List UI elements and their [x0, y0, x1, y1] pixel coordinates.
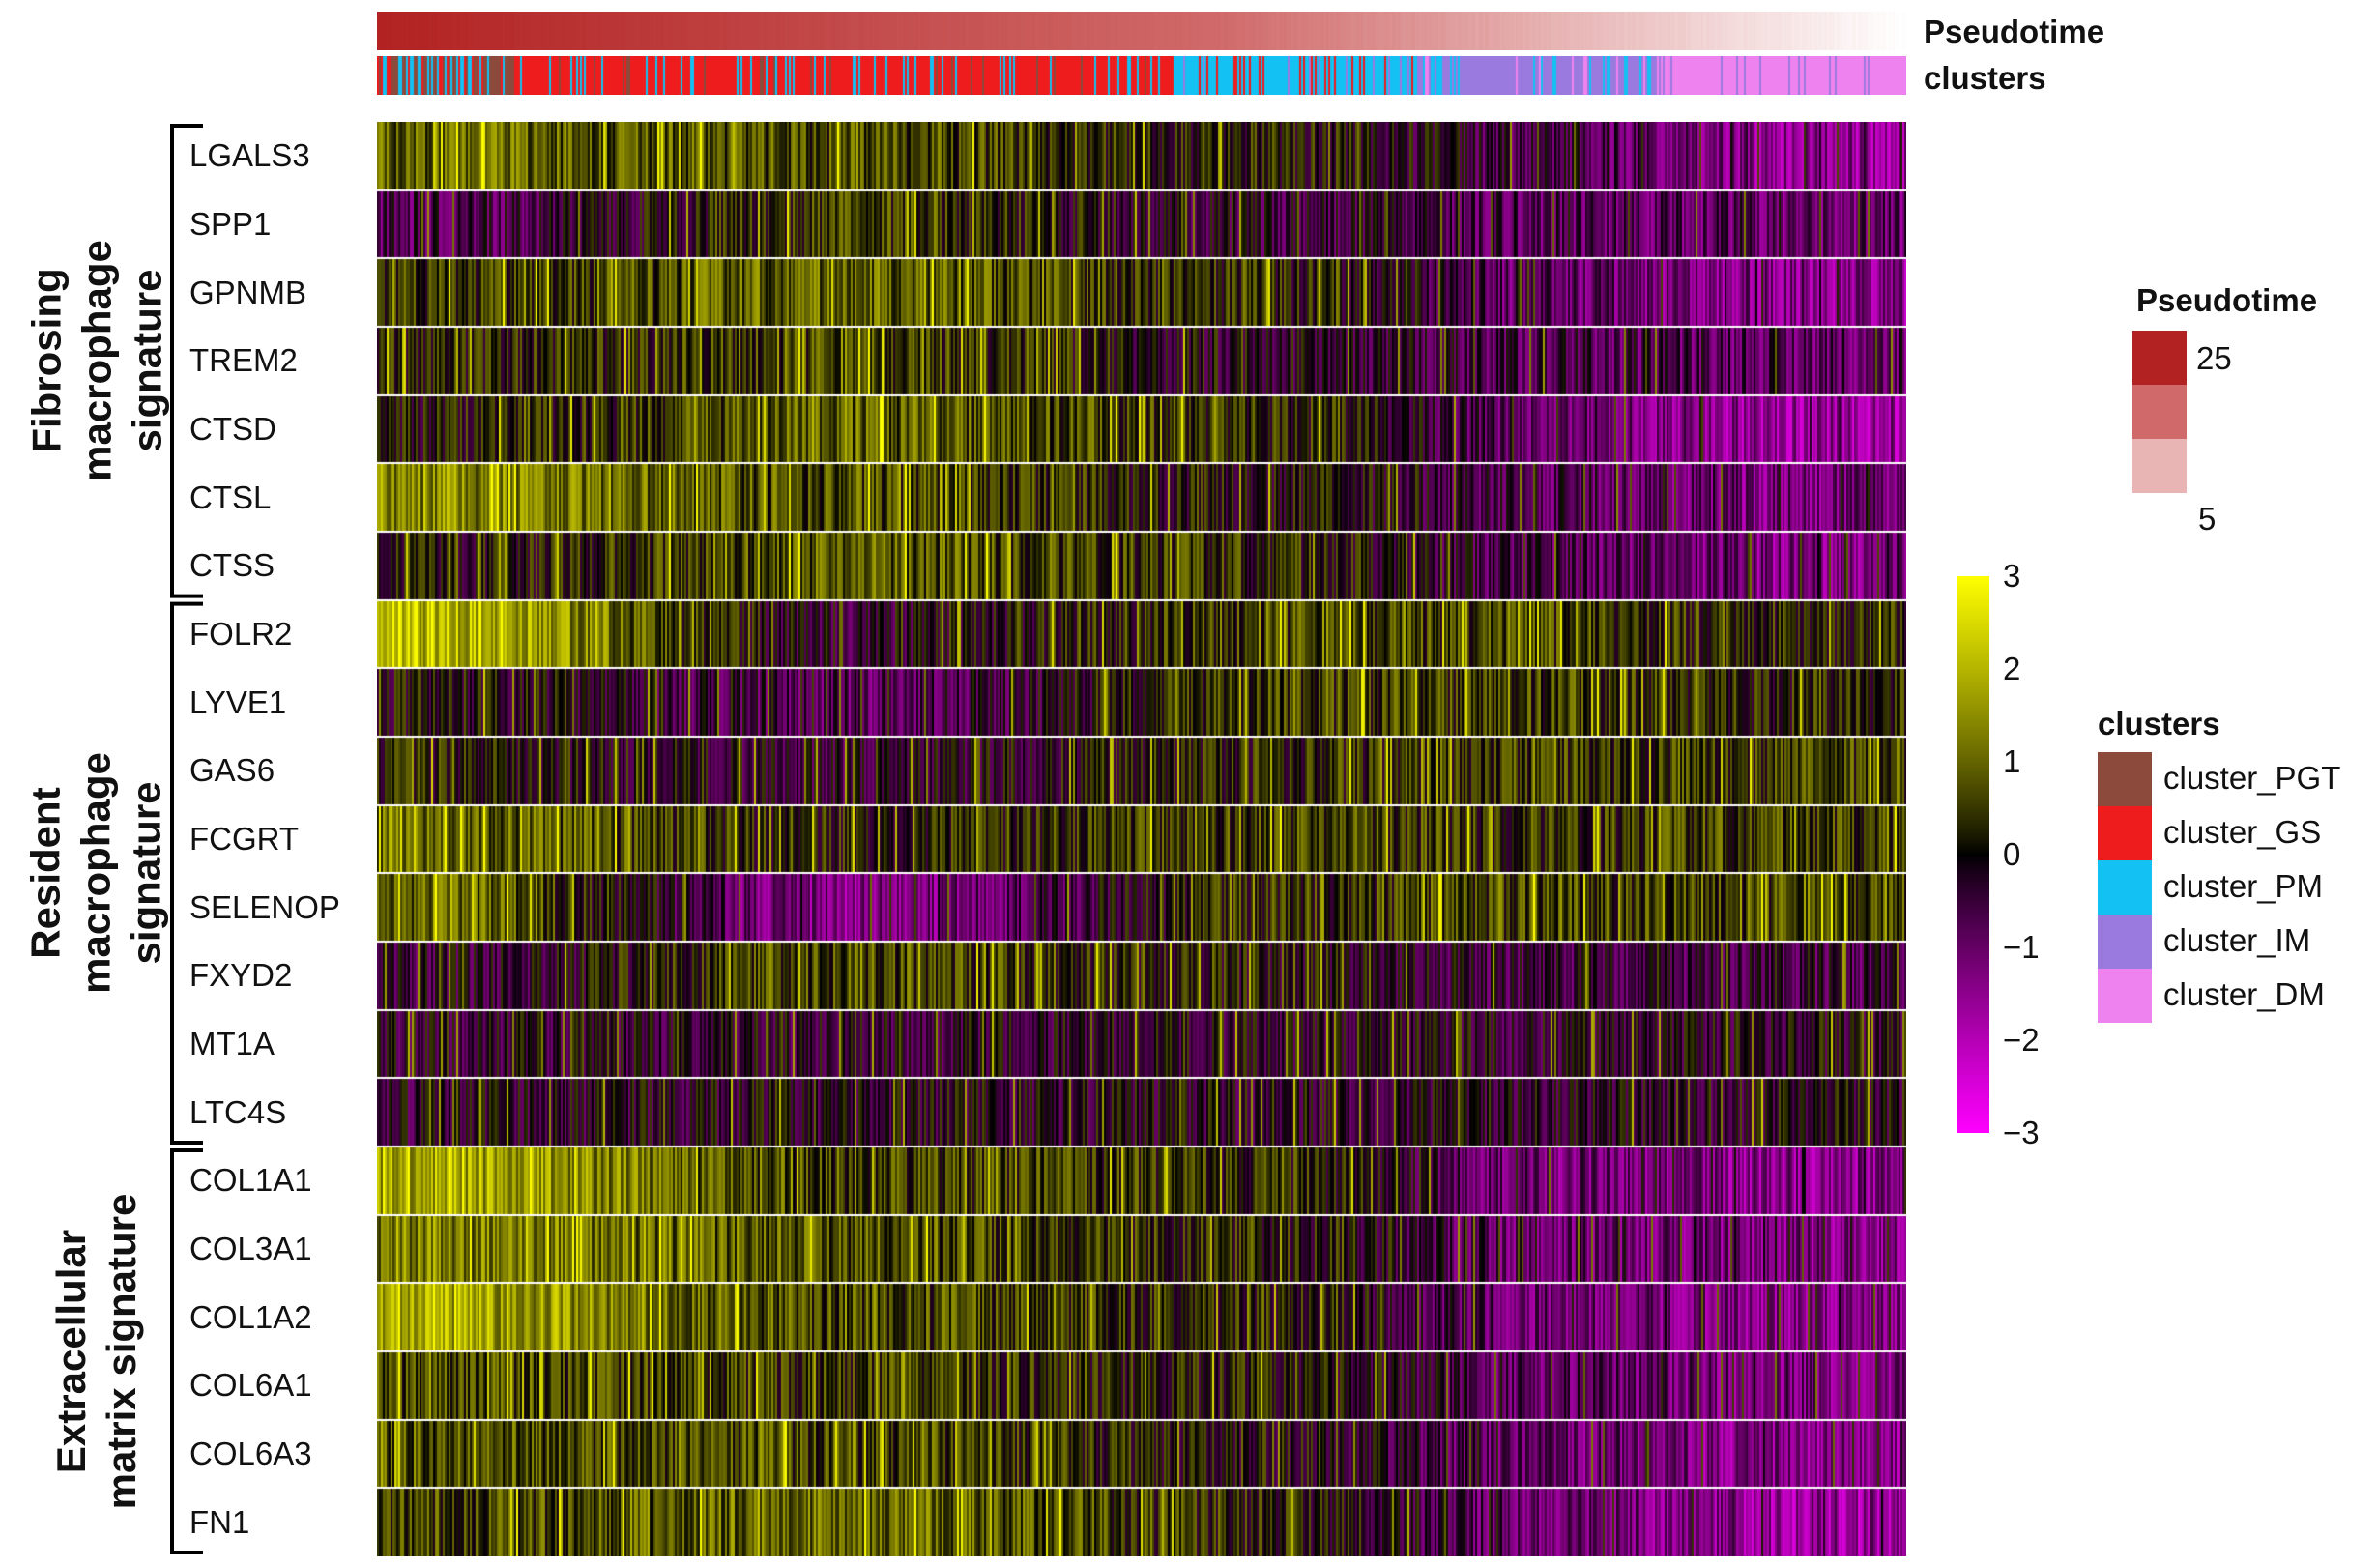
- clusters-legend-title: clusters: [2098, 706, 2220, 741]
- group-bracket-3: [170, 1148, 203, 1554]
- cluster-swatch-cluster-gs: [2098, 806, 2152, 860]
- colorbar-tick-label: 3: [2003, 558, 2021, 594]
- group-bracket-2: [170, 601, 203, 1145]
- group-title-3: Extracellular matrix signature: [48, 1193, 144, 1510]
- gene-label-col6a3: COL6A3: [189, 1436, 312, 1471]
- cluster-legend-label: cluster_PGT: [2163, 760, 2341, 796]
- gene-label-lyve1: LYVE1: [189, 683, 287, 720]
- gene-label-lgals3: LGALS3: [189, 137, 310, 174]
- gene-label-ctsd: CTSD: [189, 411, 276, 447]
- clusters-annotation-bar: [377, 56, 1906, 95]
- gene-label-ctsl: CTSL: [189, 479, 272, 515]
- gene-label-col1a1: COL1A1: [189, 1162, 312, 1199]
- cluster-swatch-cluster-pm: [2098, 860, 2152, 915]
- colorbar-tick-label: −1: [2003, 929, 2040, 965]
- expression-heatmap: [377, 122, 1906, 1556]
- gene-label-spp1: SPP1: [189, 206, 272, 242]
- gene-label-col3a1: COL3A1: [189, 1231, 312, 1266]
- cluster-swatch-cluster-im: [2098, 915, 2152, 969]
- cluster-legend-label: cluster_GS: [2163, 814, 2322, 850]
- pseudotime-legend-low: 5: [2198, 501, 2217, 537]
- gene-label-mt1a: MT1A: [189, 1026, 276, 1061]
- gene-label-folr2: FOLR2: [189, 616, 293, 652]
- group-bracket-1: [170, 124, 203, 598]
- cluster-swatch-cluster-dm: [2098, 969, 2152, 1023]
- cluster-legend-label: cluster_IM: [2163, 922, 2311, 958]
- gene-label-gas6: GAS6: [189, 752, 276, 789]
- gene-label-ltc4s: LTC4S: [189, 1093, 287, 1130]
- pseudotime-bar-label: Pseudotime: [1924, 14, 2105, 49]
- gene-label-selenop: SELENOP: [189, 888, 340, 925]
- cluster-swatch-cluster-pgt: [2098, 752, 2152, 806]
- pseudotime-legend-swatch-high: [2132, 331, 2187, 385]
- gene-label-fn1: FN1: [189, 1503, 250, 1540]
- gene-label-gpnmb: GPNMB: [189, 274, 307, 310]
- gene-label-col1a2: COL1A2: [189, 1298, 312, 1335]
- pseudotime-legend-title: Pseudotime: [2136, 282, 2318, 318]
- colorbar-tick-label: −2: [2003, 1022, 2040, 1058]
- gene-label-col6a1: COL6A1: [189, 1367, 312, 1404]
- cluster-legend-label: cluster_DM: [2163, 976, 2325, 1012]
- gene-label-ctss: CTSS: [189, 547, 276, 584]
- gene-label-fcgrt: FCGRT: [189, 821, 300, 857]
- cluster-legend-label: cluster_PM: [2163, 868, 2324, 904]
- colorbar-gradient: [1957, 576, 1989, 1133]
- gene-label-fxyd2: FXYD2: [189, 957, 293, 994]
- pseudotime-legend-swatch-mid: [2132, 385, 2187, 439]
- colorbar-tick-label: 2: [2003, 651, 2021, 686]
- pseudotime-legend-swatch-low: [2132, 439, 2187, 493]
- clusters-bar-label: clusters: [1924, 60, 2046, 96]
- colorbar-tick-label: 0: [2003, 836, 2021, 872]
- pseudotime-annotation-bar: [377, 12, 1906, 50]
- colorbar-tick-label: 1: [2003, 743, 2021, 779]
- group-title-2: Resident macrophage signature: [23, 752, 170, 995]
- gene-label-trem2: TREM2: [189, 342, 298, 379]
- group-title-1: Fibrosing macrophage signature: [23, 240, 169, 482]
- colorbar-tick-label: −3: [2003, 1115, 2040, 1150]
- pseudotime-legend-high: 25: [2196, 340, 2232, 376]
